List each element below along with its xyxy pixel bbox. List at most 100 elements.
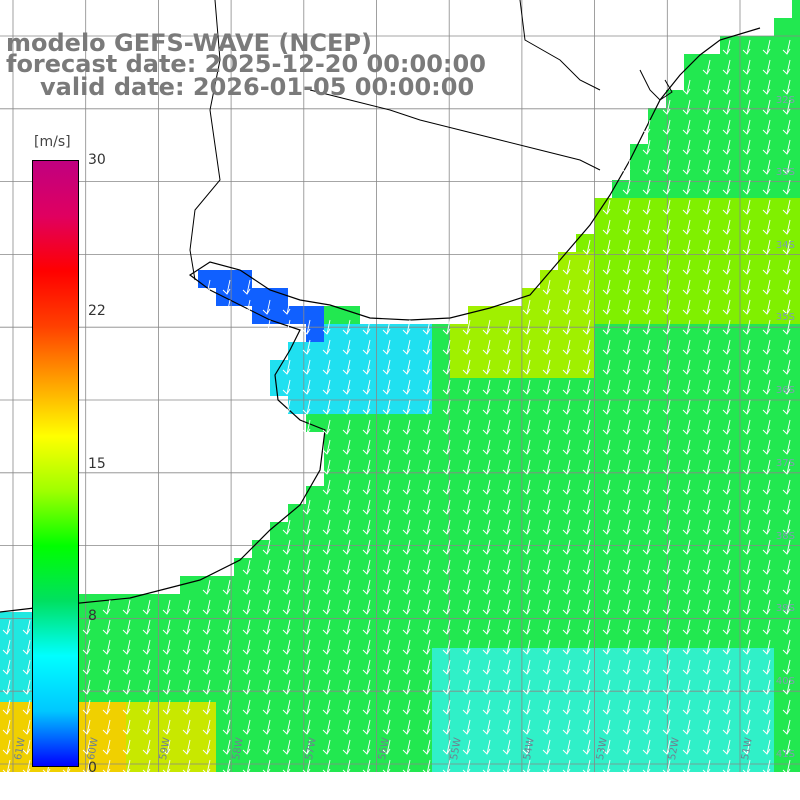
- wind-arrow: [286, 739, 291, 755]
- wind-cell: [324, 630, 342, 648]
- wind-cell: [774, 558, 792, 576]
- wind-arrow: [646, 539, 651, 555]
- wind-cell: [756, 558, 774, 576]
- wind-arrow-head: [642, 348, 651, 355]
- wind-arrow: [666, 619, 671, 635]
- wind-arrow: [766, 519, 771, 535]
- wind-arrow: [526, 419, 531, 435]
- wind-arrow: [446, 479, 451, 495]
- wind-arrow: [446, 419, 451, 435]
- wind-arrow-head: [602, 208, 611, 215]
- wind-arrow: [406, 339, 411, 355]
- wind-cell: [738, 108, 756, 126]
- wind-cell: [756, 234, 774, 252]
- wind-arrow-head: [642, 288, 651, 295]
- wind-arrow: [466, 739, 471, 755]
- wind-arrow-head: [262, 748, 271, 755]
- wind-cell: [648, 306, 666, 324]
- wind-cell: [702, 468, 720, 486]
- wind-cell: [558, 288, 576, 306]
- wind-arrow-head: [722, 748, 731, 755]
- wind-cell: [594, 504, 612, 522]
- wind-arrow: [246, 639, 251, 655]
- wind-arrow: [326, 479, 331, 495]
- wind-arrow-head: [482, 728, 491, 735]
- wind-arrow: [746, 319, 751, 335]
- wind-arrow-head: [582, 448, 591, 455]
- wind-cell: [774, 450, 792, 468]
- wind-arrow: [306, 639, 311, 655]
- wind-arrow-head: [122, 668, 131, 675]
- wind-arrow: [306, 319, 311, 335]
- wind-arrow: [746, 179, 751, 195]
- wind-arrow: [446, 399, 451, 415]
- wind-arrow-head: [302, 408, 311, 415]
- wind-cell: [720, 612, 738, 630]
- wind-arrow: [646, 119, 651, 135]
- wind-cell: [612, 396, 630, 414]
- wind-arrow: [566, 479, 571, 495]
- wind-arrow-head: [642, 328, 651, 335]
- wind-arrow-head: [522, 648, 531, 655]
- wind-arrow: [686, 439, 691, 455]
- wind-arrow: [666, 419, 671, 435]
- wind-arrow-head: [442, 408, 451, 415]
- wind-arrow-head: [362, 648, 371, 655]
- wind-arrow-head: [782, 688, 791, 695]
- wind-cell: [738, 720, 756, 738]
- wind-arrow-head: [722, 168, 731, 175]
- wind-arrow: [86, 719, 91, 735]
- wind-arrow: [326, 339, 331, 355]
- wind-arrow-head: [122, 648, 131, 655]
- wind-cell: [594, 630, 612, 648]
- wind-arrow: [726, 199, 731, 215]
- wind-cell: [342, 702, 360, 720]
- wind-cell: [720, 504, 738, 522]
- wind-arrow-head: [82, 688, 91, 695]
- wind-cell: [576, 540, 594, 558]
- wind-arrow-head: [602, 588, 611, 595]
- wind-cell: [522, 594, 540, 612]
- wind-cell: [576, 234, 594, 252]
- wind-cell: [756, 36, 774, 54]
- wind-arrow: [106, 599, 111, 615]
- wind-arrow-head: [662, 308, 671, 315]
- wind-arrow: [526, 719, 531, 735]
- wind-cell: [702, 414, 720, 432]
- wind-cell: [702, 738, 720, 756]
- wind-arrow: [486, 419, 491, 435]
- wind-cell: [558, 450, 576, 468]
- wind-arrow-head: [782, 88, 791, 95]
- wind-arrow-head: [122, 708, 131, 715]
- wind-arrow: [646, 219, 651, 235]
- wind-arrow: [426, 519, 431, 535]
- wind-arrow: [446, 719, 451, 735]
- wind-arrow-head: [202, 608, 211, 615]
- wind-arrow: [686, 239, 691, 255]
- wind-arrow-head: [722, 468, 731, 475]
- wind-arrow: [506, 439, 511, 455]
- wind-arrow-head: [342, 588, 351, 595]
- wind-cell: [522, 396, 540, 414]
- wind-arrow: [266, 319, 271, 335]
- wind-arrow: [726, 59, 731, 75]
- wind-cell: [612, 504, 630, 522]
- wind-cell: [756, 180, 774, 198]
- wind-arrow-head: [622, 748, 631, 755]
- wind-arrow-head: [702, 568, 711, 575]
- wind-arrow-head: [762, 48, 771, 55]
- wind-arrow-head: [642, 568, 651, 575]
- wind-arrow: [706, 259, 711, 275]
- wind-arrow: [766, 299, 771, 315]
- wind-arrow: [646, 559, 651, 575]
- wind-cell: [666, 216, 684, 234]
- wind-arrow: [686, 379, 691, 395]
- wind-cell: [324, 324, 342, 342]
- wind-arrow-head: [682, 348, 691, 355]
- wind-arrow: [466, 439, 471, 455]
- wind-arrow-head: [402, 488, 411, 495]
- wind-arrow: [706, 759, 711, 775]
- wind-arrow-head: [702, 368, 711, 375]
- wind-arrow-head: [502, 508, 511, 515]
- wind-cell: [738, 162, 756, 180]
